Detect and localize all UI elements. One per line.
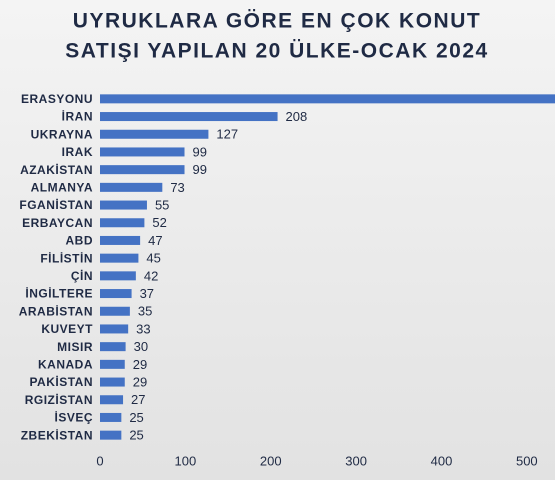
- bar: [100, 377, 125, 387]
- y-tick-label: ARABİSTAN: [19, 303, 93, 318]
- y-tick-label: ÇİN: [71, 268, 93, 283]
- y-tick-label: UKRAYNA: [31, 127, 93, 141]
- value-label: 25: [129, 428, 143, 443]
- bar: [100, 412, 122, 422]
- value-label: 25: [129, 410, 143, 425]
- y-tick-label: ABD: [66, 234, 94, 248]
- y-tick-label: IRAK: [62, 145, 93, 159]
- value-label: 47: [148, 233, 162, 248]
- x-tick-label: 100: [175, 453, 197, 468]
- value-label: 37: [140, 286, 154, 301]
- y-tick-label: PAKİSTAN: [29, 374, 93, 389]
- value-label: 73: [170, 180, 184, 195]
- bar: [100, 200, 147, 210]
- value-label: 35: [138, 304, 152, 319]
- chart-title: SATIŞI YAPILAN 20 ÜLKE-OCAK 2024: [65, 40, 488, 63]
- y-tick-label: İSVEÇ: [54, 410, 93, 425]
- y-tick-label: ZBEKİSTAN: [21, 427, 93, 442]
- y-tick-label: AZAKİSTAN: [20, 162, 93, 177]
- bar: [100, 112, 278, 122]
- y-tick-label: FİLİSTİN: [40, 250, 93, 265]
- bar: [100, 342, 126, 352]
- bar: [100, 271, 136, 281]
- x-tick-label: 300: [345, 453, 367, 468]
- y-tick-label: MISIR: [57, 340, 93, 354]
- bar: [100, 218, 145, 228]
- bar: [100, 324, 129, 334]
- y-tick-label: KANADA: [38, 358, 93, 372]
- y-tick-label: RGIZİSTAN: [25, 392, 93, 407]
- bar: [100, 235, 141, 245]
- value-label: 99: [193, 144, 207, 159]
- bar: [100, 289, 132, 299]
- y-tick-label: ERASYONU: [21, 92, 93, 106]
- value-label: 42: [144, 268, 158, 283]
- value-label: 52: [152, 215, 166, 230]
- bar: [100, 165, 185, 175]
- y-tick-label: ERBAYCAN: [22, 216, 93, 230]
- y-tick-label: FGANİSTAN: [19, 197, 93, 212]
- value-label: 29: [133, 374, 147, 389]
- y-tick-label: İNGİLTERE: [25, 286, 93, 301]
- y-tick-label: ALMANYA: [31, 181, 93, 195]
- value-label: 45: [146, 251, 160, 266]
- x-tick-label: 500: [516, 453, 538, 468]
- value-label: 29: [133, 357, 147, 372]
- y-tick-label: KUVEYT: [41, 322, 93, 336]
- x-tick-label: 200: [260, 453, 282, 468]
- value-label: 30: [134, 339, 148, 354]
- value-label: 27: [131, 392, 145, 407]
- value-label: 127: [216, 127, 238, 142]
- value-label: 99: [193, 162, 207, 177]
- bar: [100, 430, 122, 440]
- bar: [100, 129, 209, 139]
- bar: [100, 94, 555, 104]
- chart-title: UYRUKLARA GÖRE EN ÇOK KONUT: [73, 10, 481, 33]
- bar: [100, 253, 139, 263]
- y-tick-label: İRAN: [62, 109, 93, 124]
- bar: [100, 147, 185, 157]
- value-label: 208: [286, 109, 308, 124]
- x-tick-label: 0: [96, 453, 103, 468]
- bar: [100, 306, 130, 316]
- bar: [100, 395, 124, 405]
- value-label: 55: [155, 197, 169, 212]
- bar: [100, 182, 163, 192]
- bar: [100, 359, 125, 369]
- value-label: 33: [136, 321, 150, 336]
- x-tick-label: 400: [431, 453, 453, 468]
